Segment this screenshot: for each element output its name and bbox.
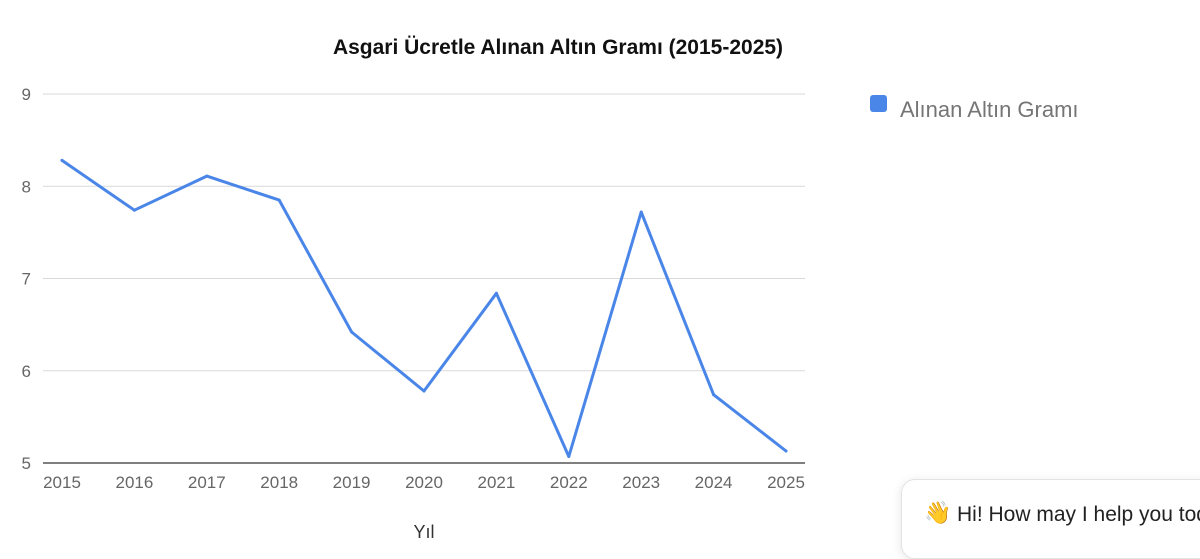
gridlines bbox=[43, 93, 805, 464]
x-tick-label: 2024 bbox=[695, 473, 733, 492]
x-tick-label: 2019 bbox=[333, 473, 371, 492]
x-tick-label: 2025 bbox=[767, 473, 805, 492]
x-tick-label: 2020 bbox=[405, 473, 443, 492]
legend[interactable]: Alınan Altın Gramı bbox=[870, 95, 1079, 122]
x-tick-label: 2017 bbox=[188, 473, 226, 492]
line-chart: Asgari Ücretle Alınan Altın Gramı (2015-… bbox=[22, 36, 1079, 539]
y-tick-label: 9 bbox=[22, 85, 31, 104]
waving-hand-icon: 👋 bbox=[924, 501, 952, 526]
data-point[interactable] bbox=[205, 174, 209, 178]
x-tick-label: 2023 bbox=[622, 473, 660, 492]
x-tick-label: 2015 bbox=[43, 473, 81, 492]
data-point[interactable] bbox=[60, 158, 64, 162]
legend-label: Alınan Altın Gramı bbox=[900, 97, 1079, 122]
y-axis-ticks: 5 6 7 8 9 bbox=[22, 85, 31, 473]
data-point[interactable] bbox=[639, 210, 643, 214]
data-point[interactable] bbox=[567, 455, 571, 459]
chart-title: Asgari Ücretle Alınan Altın Gramı (2015-… bbox=[333, 36, 783, 59]
y-tick-label: 5 bbox=[22, 454, 31, 473]
series-line[interactable] bbox=[60, 158, 788, 458]
x-tick-label: 2018 bbox=[260, 473, 298, 492]
x-axis-ticks: 2015 2016 2017 2018 2019 2020 2021 2022 2023 2024… bbox=[43, 473, 805, 492]
legend-swatch bbox=[870, 95, 887, 112]
data-point[interactable] bbox=[132, 208, 136, 212]
series-layer bbox=[60, 158, 788, 459]
y-tick-label: 7 bbox=[22, 270, 31, 289]
data-point[interactable] bbox=[350, 330, 354, 334]
x-tick-label: 2021 bbox=[477, 473, 515, 492]
data-point[interactable] bbox=[712, 393, 716, 397]
data-point[interactable] bbox=[277, 198, 281, 202]
y-tick-label: 8 bbox=[22, 177, 31, 196]
y-tick-label: 6 bbox=[22, 362, 31, 381]
chat-greeting: Hi! How may I help you today? bbox=[957, 503, 1200, 526]
data-point[interactable] bbox=[422, 389, 426, 393]
x-tick-label: 2022 bbox=[550, 473, 588, 492]
x-tick-label: 2016 bbox=[115, 473, 153, 492]
data-point[interactable] bbox=[494, 291, 498, 295]
x-axis-label: Yıl bbox=[413, 522, 434, 539]
data-point[interactable] bbox=[784, 449, 788, 453]
chat-widget[interactable]: 👋 Hi! How may I help you today? bbox=[901, 479, 1200, 559]
